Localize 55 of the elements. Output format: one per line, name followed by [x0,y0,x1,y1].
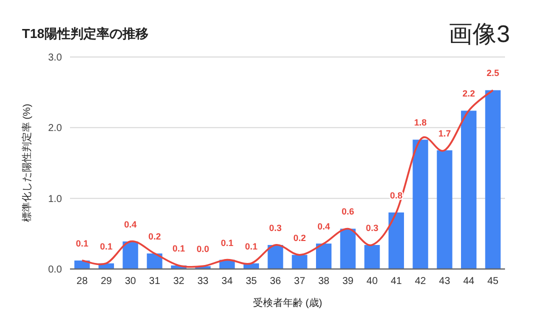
data-label: 0.1 [220,238,234,248]
data-label: 0.2 [293,232,306,243]
x-tick-label: 36 [270,276,282,287]
x-tick-label: 33 [197,276,209,287]
bar [388,212,404,269]
y-tick-label: 0.0 [48,264,62,276]
x-tick-label: 30 [124,276,136,287]
x-tick-label: 43 [439,276,451,287]
x-tick-label: 29 [100,276,112,287]
bar [316,244,332,269]
bar [436,150,452,269]
x-tick-label: 42 [414,276,426,287]
data-label: 0.3 [366,222,378,233]
data-label: 0.4 [124,219,137,230]
data-label: 2.5 [486,68,500,78]
bar [146,253,162,269]
x-tick-label: 38 [318,276,330,287]
data-label: 0.1 [100,241,113,252]
bar [461,110,476,269]
y-tick-label: 2.0 [48,123,62,134]
x-tick-label: 39 [342,276,354,287]
data-label: 0.6 [342,206,354,217]
y-tick-label: 3.0 [48,52,62,64]
x-tick-label: 41 [390,276,402,287]
bar [122,241,138,269]
x-tick-label: 35 [246,276,258,287]
y-axis-title: 標準化した陽性判定率 (%) [21,104,33,222]
bar [412,140,428,269]
data-label: 0.1 [172,243,186,254]
x-axis-title: 受検者年齢 (歳) [252,297,322,309]
data-label: 0.0 [196,244,210,254]
x-tick-label: 45 [487,276,499,287]
x-tick-label: 44 [463,276,475,287]
x-tick-label: 37 [294,276,306,287]
bar [364,244,380,269]
y-tick-label: 1.0 [48,194,62,205]
x-tick-label: 40 [366,276,378,287]
data-label: 2.2 [462,88,476,99]
chart-title: T18陽性判定率の推移 [22,26,148,41]
data-label: 0.2 [148,231,161,242]
bar [340,228,356,269]
data-label: 0.1 [76,238,88,249]
data-label: 0.1 [244,241,258,252]
data-label: 1.8 [414,118,427,128]
data-label: 0.3 [269,222,282,233]
bar [292,254,308,269]
text: 画像3 [448,21,510,48]
data-label: 0.4 [317,222,330,232]
bar [485,90,501,269]
bar [268,244,284,269]
x-tick-label: 34 [222,276,234,287]
data-label: 1.7 [438,128,451,138]
x-tick-label: 31 [149,276,161,287]
x-tick-label: 28 [76,276,88,287]
x-tick-label: 32 [173,276,185,287]
